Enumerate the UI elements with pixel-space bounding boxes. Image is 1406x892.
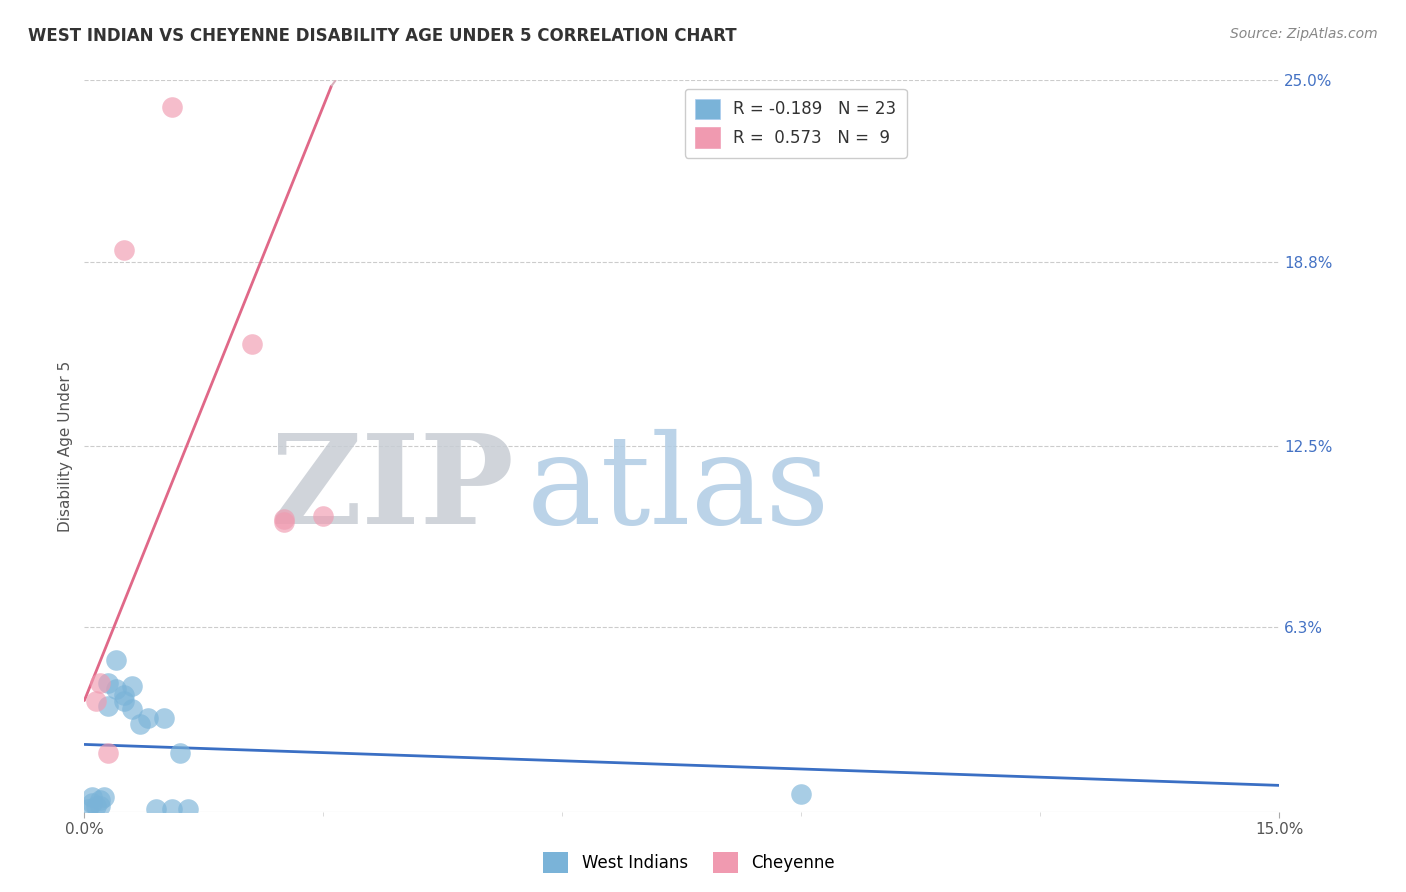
Point [97, 676, 120, 690]
Point [97, 746, 120, 760]
Point [89, 798, 111, 813]
Point [160, 802, 183, 816]
Point [312, 509, 335, 524]
Point [86, 798, 108, 813]
Point [273, 515, 295, 529]
Point [177, 802, 200, 816]
Point [129, 717, 152, 731]
Point [153, 711, 176, 725]
Point [145, 802, 167, 816]
Point [112, 693, 135, 707]
Point [82, 790, 104, 805]
Legend: West Indians, Cheyenne: West Indians, Cheyenne [537, 846, 841, 880]
Point [105, 652, 128, 666]
Point [93, 790, 115, 805]
Point [121, 702, 143, 716]
Point [169, 746, 191, 760]
Legend: R = -0.189   N = 23, R =  0.573   N =  9: R = -0.189 N = 23, R = 0.573 N = 9 [685, 88, 907, 158]
Text: atlas: atlas [526, 429, 830, 550]
Y-axis label: Disability Age Under 5: Disability Age Under 5 [58, 360, 73, 532]
Point [136, 711, 159, 725]
Point [273, 512, 295, 526]
Point [97, 699, 120, 714]
Point [240, 336, 263, 351]
Point [790, 787, 813, 801]
Text: Source: ZipAtlas.com: Source: ZipAtlas.com [1230, 27, 1378, 41]
Point [89, 793, 111, 807]
Text: WEST INDIAN VS CHEYENNE DISABILITY AGE UNDER 5 CORRELATION CHART: WEST INDIAN VS CHEYENNE DISABILITY AGE U… [28, 27, 737, 45]
Text: ZIP: ZIP [271, 429, 515, 550]
Point [82, 796, 104, 810]
Point [77, 802, 100, 816]
Point [112, 243, 135, 257]
Point [105, 681, 128, 696]
Point [121, 679, 143, 693]
Point [86, 693, 108, 707]
Point [160, 100, 183, 114]
Point [89, 676, 111, 690]
Point [112, 688, 135, 702]
